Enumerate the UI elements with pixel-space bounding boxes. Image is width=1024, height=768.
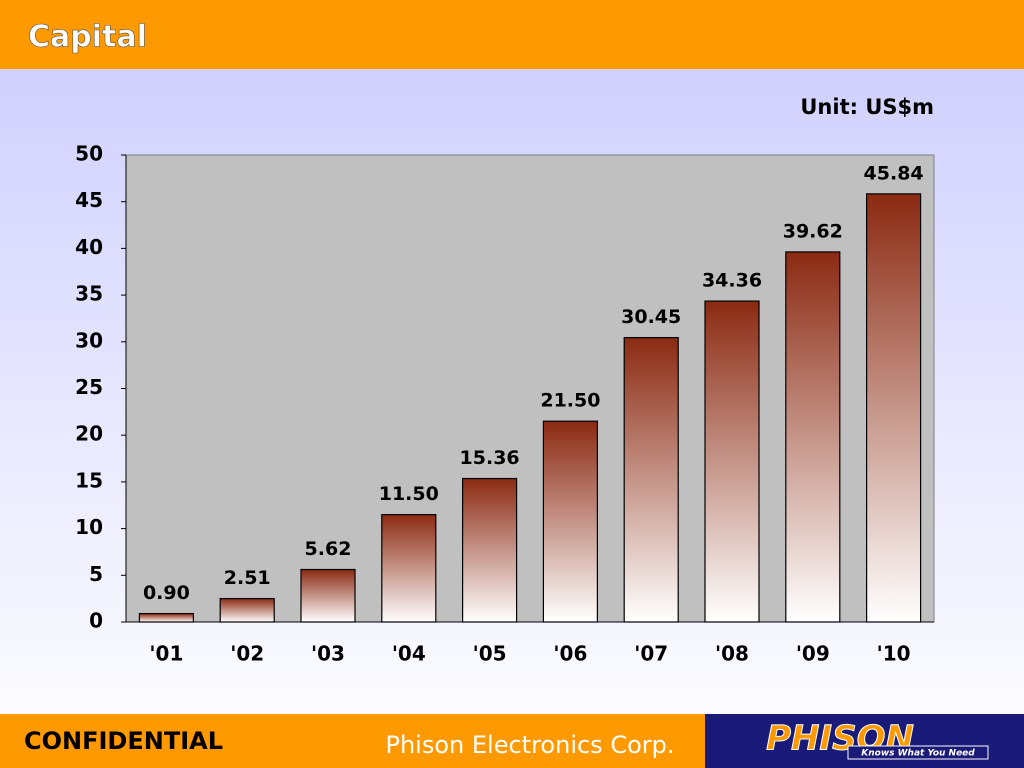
value-label: 30.45 — [621, 306, 681, 328]
y-tick-label: 25 — [75, 375, 103, 399]
x-tick-label: '07 — [634, 642, 668, 666]
unit-note: Unit: US$m — [800, 95, 934, 119]
x-tick-label: '05 — [473, 642, 507, 666]
value-label: 5.62 — [305, 538, 352, 560]
company-name: Phison Electronics Corp. — [386, 731, 675, 759]
bar — [462, 477, 518, 623]
x-tick-label: '08 — [715, 642, 749, 666]
value-label: 0.90 — [143, 582, 190, 604]
y-tick-label: 30 — [75, 328, 103, 352]
y-tick-label: 45 — [75, 188, 103, 212]
bar — [219, 597, 275, 623]
slogan-box — [847, 745, 989, 760]
slide-title: Capital — [28, 20, 147, 55]
confidential: CONFIDENTIAL — [24, 727, 223, 755]
bar — [704, 300, 760, 623]
bar — [542, 420, 599, 623]
x-tick-label: '10 — [877, 642, 911, 666]
value-label: 39.62 — [783, 220, 843, 242]
value-label: 2.51 — [224, 567, 271, 589]
value-label: 11.50 — [379, 483, 439, 505]
y-tick-label: 15 — [75, 468, 103, 492]
y-tick-label: 0 — [89, 609, 103, 633]
y-tick-label: 35 — [75, 282, 103, 306]
y-tick-label: 40 — [75, 235, 103, 259]
bar — [623, 336, 679, 623]
y-tick-label: 5 — [89, 562, 103, 586]
header-bar — [0, 0, 1024, 69]
x-tick-label: '06 — [553, 642, 587, 666]
x-tick-label: '09 — [796, 642, 830, 666]
bar — [138, 612, 194, 623]
value-label: 15.36 — [460, 447, 520, 469]
bar — [300, 568, 356, 623]
footer-bar — [0, 714, 705, 768]
bar — [865, 193, 922, 623]
x-tick-label: '02 — [230, 642, 264, 666]
x-tick-label: '04 — [392, 642, 426, 666]
value-label: 34.36 — [702, 270, 762, 292]
y-tick-label: 10 — [75, 515, 103, 539]
y-tick-label: 50 — [75, 142, 103, 166]
slogan: Knows What You Need — [861, 749, 975, 759]
bar — [381, 513, 437, 623]
bar — [785, 251, 841, 623]
y-tick-label: 20 — [75, 422, 103, 446]
x-tick-label: '01 — [149, 642, 183, 666]
value-label: 21.50 — [540, 390, 600, 412]
x-tick-label: '03 — [311, 642, 345, 666]
value-label: 45.84 — [864, 162, 924, 184]
